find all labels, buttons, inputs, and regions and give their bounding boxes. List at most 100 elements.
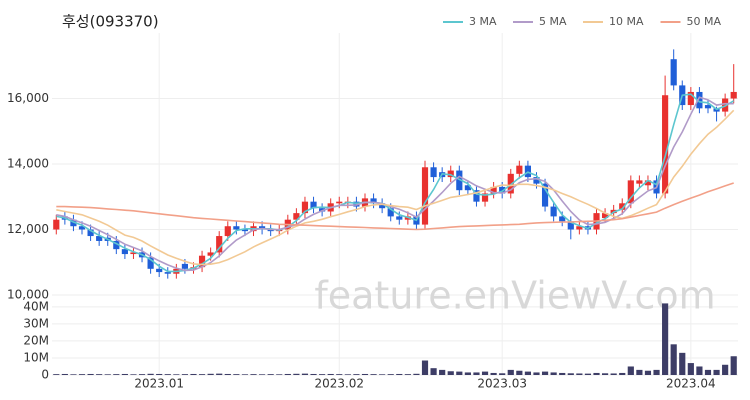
volume-bar [413,373,420,375]
volume-bar [602,373,609,375]
candle-body [233,226,240,230]
volume-bar [653,369,660,375]
volume-bar [507,369,514,375]
volume-bar [53,374,60,375]
candle-body [636,180,643,184]
volume-bar [70,374,77,375]
candle-body [447,170,454,178]
volume-bar [421,360,429,375]
candle-body [336,201,343,204]
candle-body [121,249,128,255]
volume-bar [464,372,471,375]
x-tick-label: 2023.03 [477,377,527,391]
volume-bar [593,372,600,375]
volume-bar [259,374,266,375]
volume-bar [490,372,497,375]
candle-body [207,252,214,256]
candle-body [687,91,694,106]
volume-bar [319,374,326,375]
candle-body [550,206,557,217]
volume-bar [662,303,669,375]
candle-body [70,219,77,227]
volume-tick-label: 20M [23,333,49,347]
volume-bar [190,373,197,375]
candle-body [310,201,317,209]
volume-bar [550,372,557,375]
candle-body [319,208,326,212]
volume-bar [541,371,549,375]
volume-bar [96,374,103,375]
candle-body [301,201,309,214]
candle-body [421,167,429,225]
volume-bar [516,370,523,375]
candle-body [704,105,712,109]
volume-bar [370,374,377,375]
volume-bar [696,366,703,375]
volume-bar [379,374,386,375]
volume-bar [216,373,223,375]
volume-bar [327,373,334,375]
x-tick-label: 2023.04 [666,377,716,391]
candle-body [53,219,60,230]
volume-bar [104,374,111,375]
volume-bar [276,374,283,375]
volume-bar [224,373,231,375]
candle-body [533,177,540,184]
volume-bar [198,374,206,375]
candle-body [481,193,489,202]
candle-body [473,190,480,202]
candle-body [644,180,652,186]
volume-bar [250,374,257,375]
candle-body [78,226,86,230]
volume-bar [704,369,712,375]
candle-body [164,272,171,274]
y-tick-label: 12,000 [7,222,49,236]
volume-bar [361,373,369,375]
ma-line [56,93,735,273]
candle-body [181,263,188,269]
candle-body [96,236,103,241]
volume-bar [619,372,626,375]
volume-bar [430,368,437,375]
volume-bar [456,371,463,375]
candle-body [619,203,626,210]
volume-bar [627,366,634,375]
volume-bar [567,373,574,375]
volume-tick-label: 10M [23,350,49,364]
y-tick-label: 14,000 [7,157,49,171]
volume-bar [207,373,214,375]
volume-bar [576,373,583,375]
volume-bar [670,344,677,375]
volume-bar [284,373,291,375]
watermark: feature.enViewV.com [314,274,715,318]
volume-bar [181,374,188,375]
legend-label: 3 MA [469,15,497,28]
candle-body [576,226,583,230]
candle-body [541,183,549,207]
volume-bar [644,370,652,375]
volume-bar [524,371,531,375]
candle-body [516,165,523,174]
candle-body [293,213,300,220]
legend-label: 5 MA [539,15,567,28]
chart-title: 후성(093370) [62,13,159,31]
volume-bar [301,373,309,375]
volume-bar [387,374,394,375]
volume-tick-label: 40M [23,299,49,313]
candle-body [379,203,386,209]
volume-bar [636,369,643,375]
volume-bar [156,373,163,375]
ma-line [56,96,734,272]
volume-bar [722,364,729,375]
ma-line [56,182,734,231]
volume-bar [584,373,592,375]
candle-body [198,255,206,268]
volume-bar [610,373,617,375]
volume-bar [130,374,137,375]
candle-body [602,213,609,219]
volume-bar [336,374,343,375]
candle-body [662,95,669,194]
candle-body [670,59,677,86]
volume-bar [353,374,360,375]
